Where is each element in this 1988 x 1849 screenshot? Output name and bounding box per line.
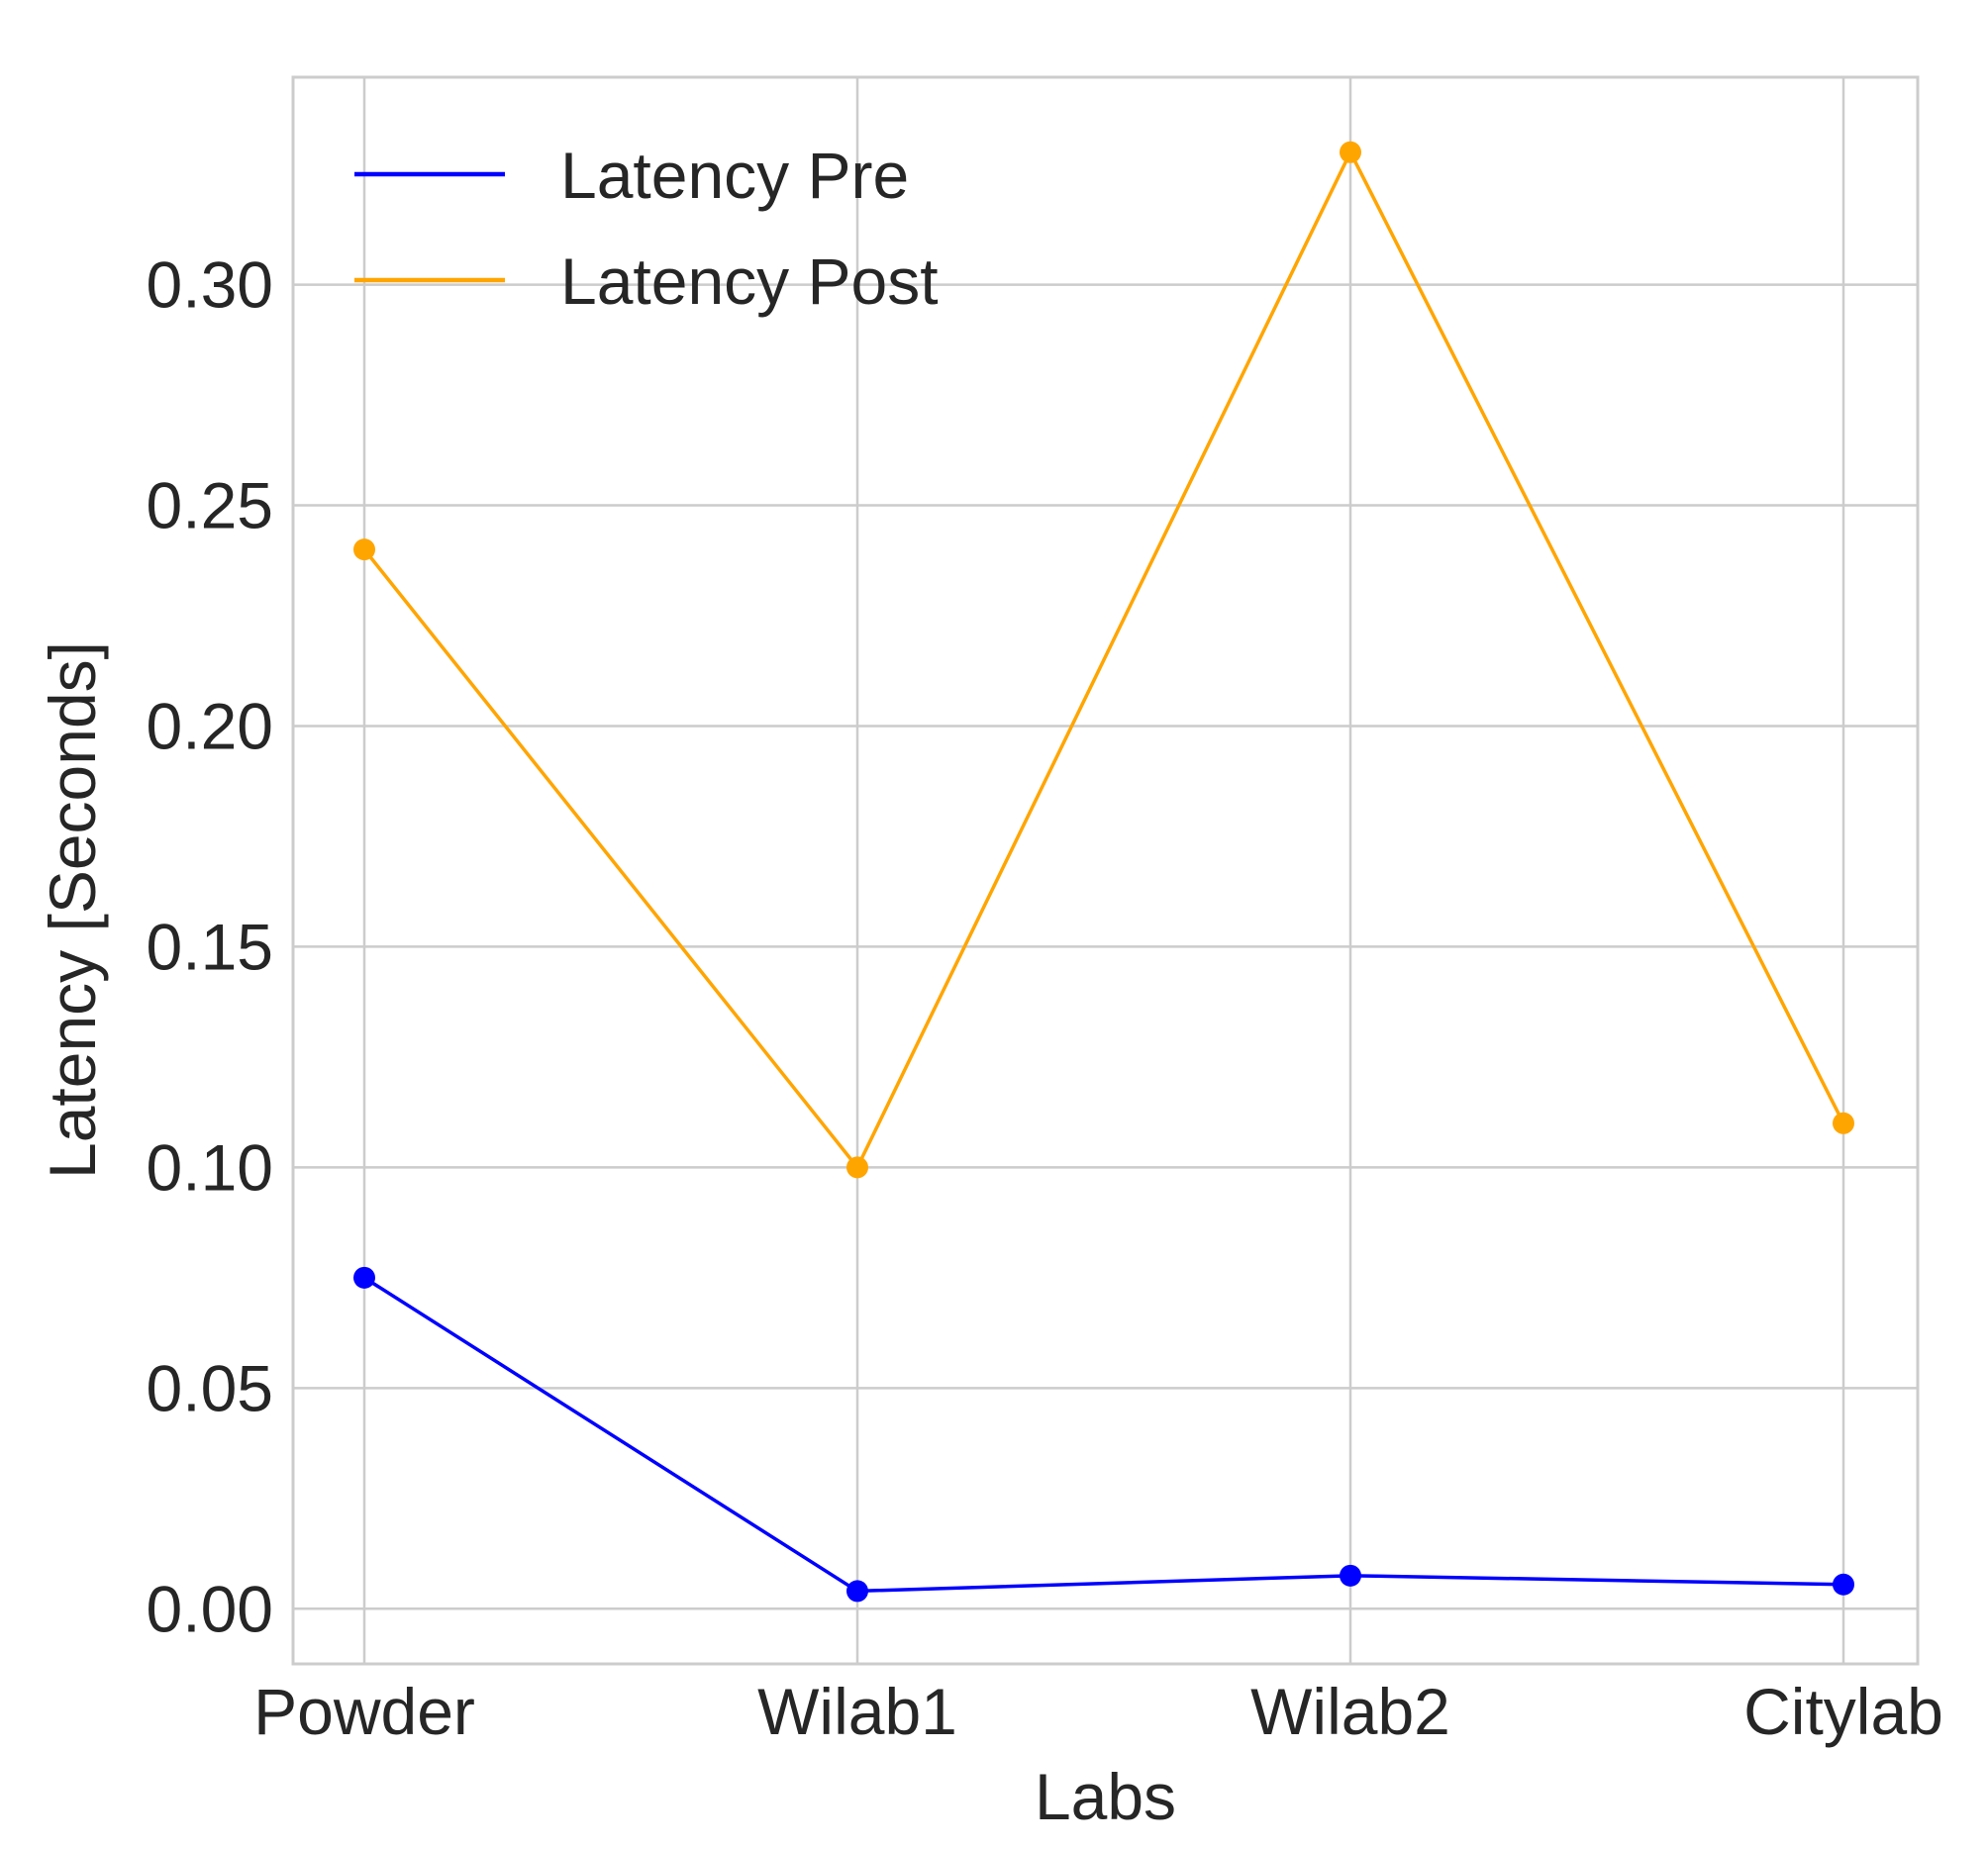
data-point-latency-post [1833,1112,1854,1134]
y-tick-label: 0.05 [147,1351,273,1424]
y-tick-labels: 0.00 0.05 0.10 0.15 0.20 0.25 0.30 [147,248,273,1646]
legend-label-latency-pre: Latency Pre [560,139,909,212]
x-axis-label: Labs [1035,1760,1176,1833]
series-latency-pre [353,1266,1854,1603]
x-tick-label: Citylab [1743,1675,1943,1748]
legend: Latency Pre Latency Post [354,139,939,318]
x-tick-label: Wilab2 [1250,1675,1450,1748]
data-point-latency-pre [1340,1564,1361,1587]
y-tick-label: 0.20 [147,689,273,762]
x-tick-label: Wilab1 [757,1675,957,1748]
y-tick-label: 0.10 [147,1130,273,1204]
data-point-latency-pre [353,1266,375,1289]
y-tick-label: 0.15 [147,910,273,983]
series-latency-post [353,141,1854,1179]
data-point-latency-pre [846,1580,868,1603]
data-point-latency-post [1340,141,1361,163]
y-tick-label: 0.00 [147,1572,273,1645]
plot-frame [291,75,1920,1666]
x-tick-label: Powder [253,1675,475,1748]
y-tick-label: 0.25 [147,469,273,542]
series-line-latency-post [362,150,1845,1170]
x-tick-labels: Powder Wilab1 Wilab2 Citylab [253,1675,1943,1748]
series-line-latency-pre [363,1276,1844,1594]
grid [293,77,1918,1664]
y-tick-label: 0.30 [147,248,273,322]
y-axis-label: Latency [Seconds] [36,641,109,1179]
data-point-latency-pre [1833,1573,1854,1596]
data-point-latency-post [846,1156,868,1179]
series-layer [353,141,1854,1603]
data-point-latency-post [353,538,375,561]
legend-label-latency-post: Latency Post [560,244,939,318]
